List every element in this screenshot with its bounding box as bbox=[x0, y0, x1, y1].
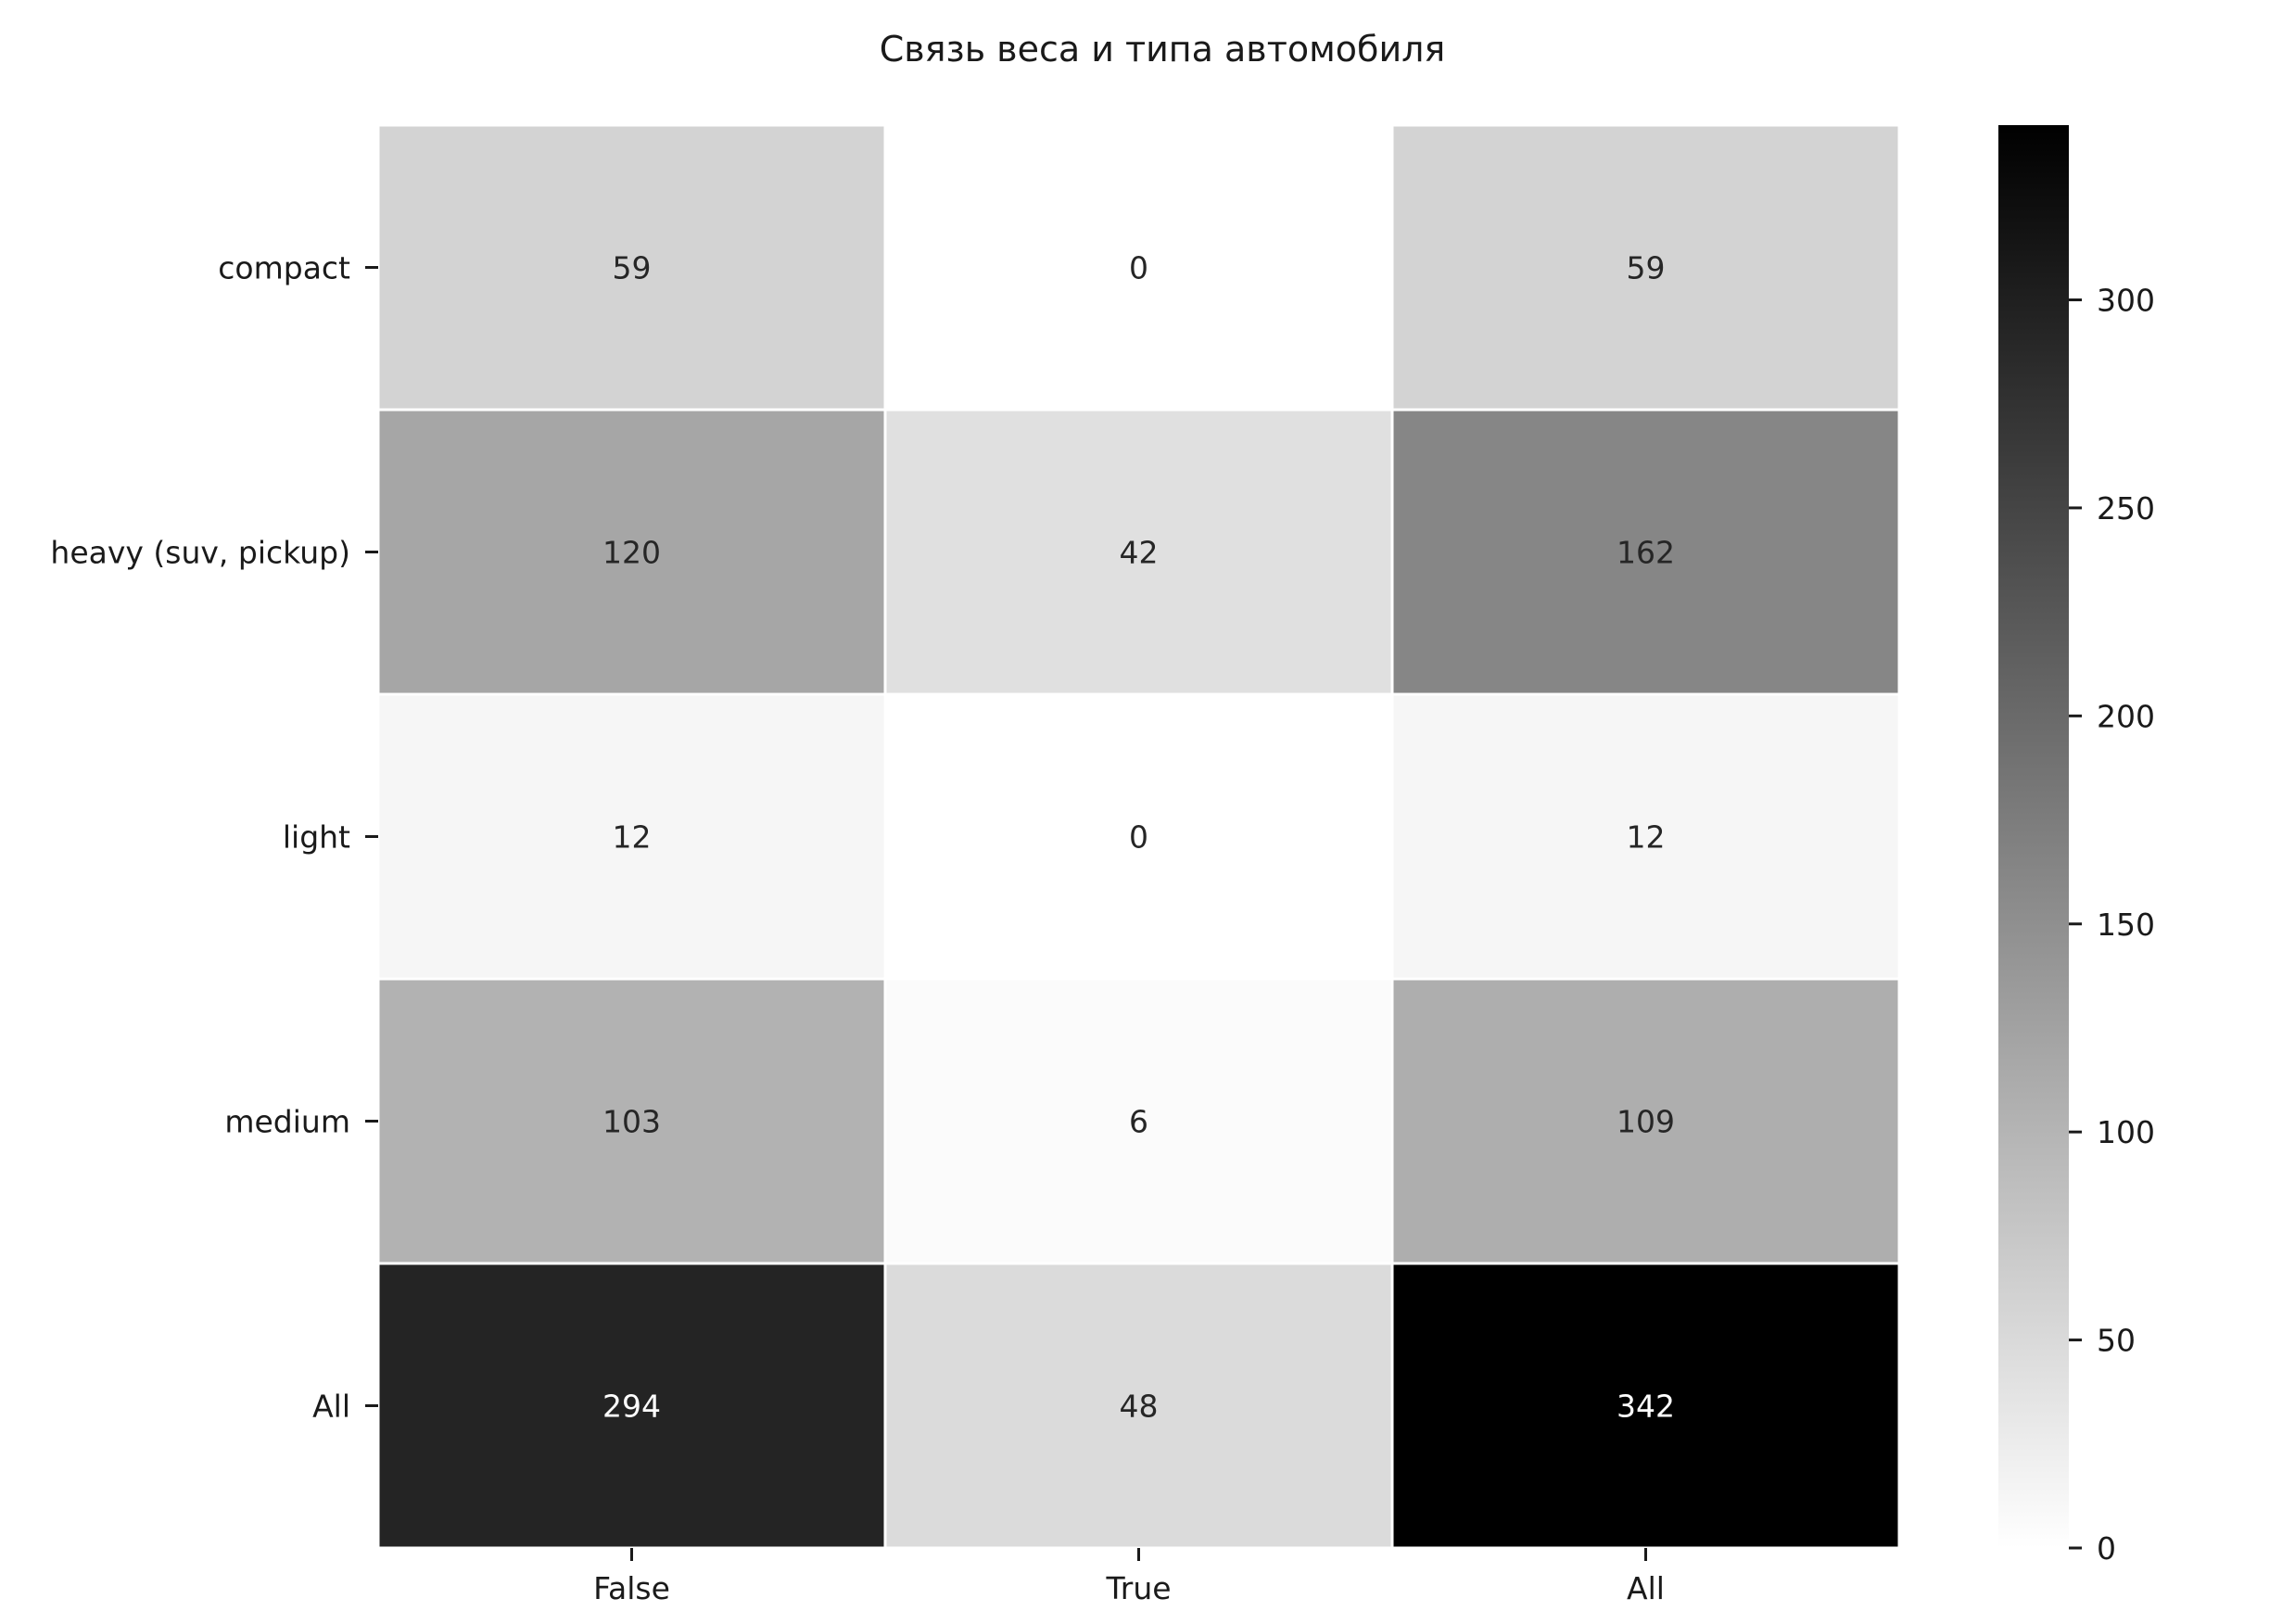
colorbar-tick-label: 50 bbox=[2097, 1323, 2136, 1359]
colorbar-tick-label: 300 bbox=[2097, 283, 2155, 319]
y-axis: compact heavy (suv, pickup) light medium All bbox=[50, 250, 378, 1425]
colorbar-tick-label: 0 bbox=[2097, 1530, 2116, 1567]
chart-title: Связь веса и типа автомобиля bbox=[880, 29, 1446, 70]
y-tick-label: medium bbox=[224, 1104, 350, 1140]
cell-value-label: 342 bbox=[1617, 1389, 1675, 1425]
cell-value-label: 162 bbox=[1617, 535, 1675, 571]
colorbar-ticks: 0 50 100 150 200 250 300 bbox=[2069, 283, 2155, 1567]
y-tick-label: compact bbox=[218, 250, 350, 286]
cell-value-label: 0 bbox=[1129, 250, 1148, 286]
cell-value-label: 103 bbox=[602, 1104, 661, 1140]
cell-value-label: 109 bbox=[1617, 1104, 1675, 1140]
colorbar-tick-label: 150 bbox=[2097, 907, 2155, 943]
cell-value-label: 59 bbox=[1627, 250, 1666, 286]
x-tick-label: True bbox=[1105, 1570, 1171, 1606]
cell-value-label: 42 bbox=[1120, 535, 1159, 571]
cell-value-label: 294 bbox=[602, 1389, 661, 1425]
cell-value-label: 120 bbox=[602, 535, 661, 571]
x-tick-label: All bbox=[1627, 1570, 1665, 1606]
cell-value-label: 0 bbox=[1129, 819, 1148, 856]
colorbar: 0 50 100 150 200 250 300 bbox=[1998, 125, 2155, 1567]
colorbar-gradient bbox=[1998, 125, 2069, 1548]
y-tick-label: light bbox=[283, 819, 350, 856]
cell-value-label: 6 bbox=[1129, 1104, 1148, 1140]
x-tick-label: False bbox=[593, 1570, 670, 1606]
colorbar-tick-label: 200 bbox=[2097, 698, 2155, 734]
x-axis: False True All bbox=[593, 1548, 1665, 1606]
cell-value-label: 59 bbox=[613, 250, 652, 286]
cell-value-label: 48 bbox=[1120, 1389, 1159, 1425]
colorbar-tick-label: 100 bbox=[2097, 1114, 2155, 1150]
y-tick-label: All bbox=[312, 1389, 350, 1425]
cell-value-label: 12 bbox=[613, 819, 652, 856]
colorbar-tick-label: 250 bbox=[2097, 490, 2155, 527]
cell-value-label: 12 bbox=[1627, 819, 1666, 856]
y-tick-label: heavy (suv, pickup) bbox=[50, 535, 350, 571]
